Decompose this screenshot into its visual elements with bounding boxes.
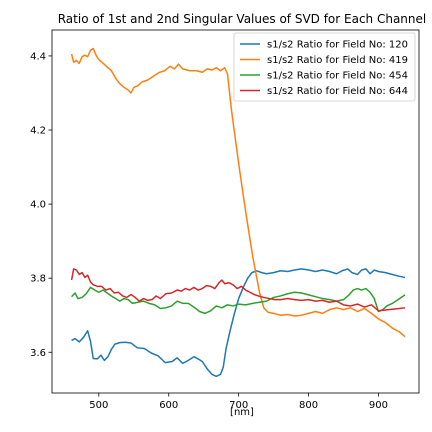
y-tick-label: 4.2 — [30, 126, 46, 137]
y-tick-label: 3.8 — [30, 274, 46, 285]
legend-label-2: s1/s2 Ratio for Field No: 419 — [267, 55, 408, 66]
x-tick-label: 500 — [89, 400, 108, 411]
x-tick-label: 600 — [159, 400, 178, 411]
x-axis-label: [nm] — [230, 407, 254, 418]
x-tick-label: 900 — [369, 400, 388, 411]
y-tick-label: 4.0 — [30, 200, 46, 211]
y-tick-label: 4.4 — [30, 51, 46, 62]
legend: s1/s2 Ratio for Field No: 120 s1/s2 Ratio… — [234, 33, 415, 101]
legend-label-4: s1/s2 Ratio for Field No: 644 — [267, 86, 408, 97]
legend-label-1: s1/s2 Ratio for Field No: 120 — [267, 40, 408, 51]
x-tick-label: 800 — [299, 400, 318, 411]
y-tick-label: 3.6 — [30, 348, 46, 359]
legend-label-3: s1/s2 Ratio for Field No: 454 — [267, 71, 408, 82]
chart-title: Ratio of 1st and 2nd Singular Values of … — [58, 12, 427, 26]
